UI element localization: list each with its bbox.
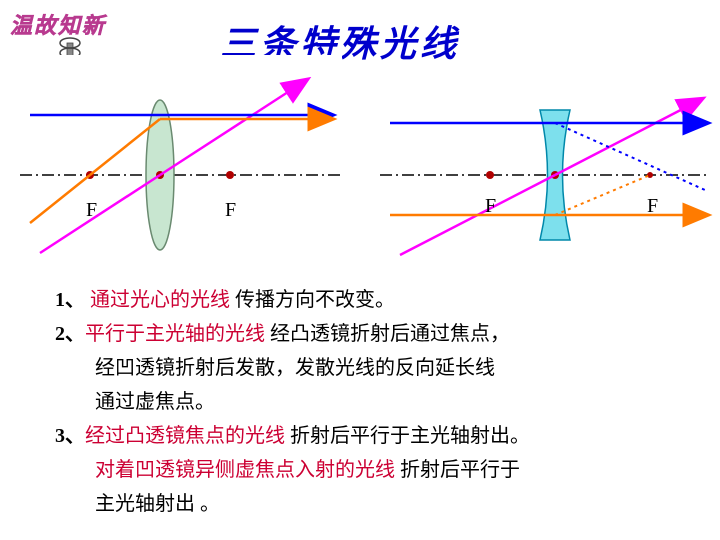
concave-F-right-label: F [647,195,658,218]
rule-3: 3、经过凸透镜焦点的光线 折射后平行于主光轴射出。 [55,421,675,451]
concave-orange-virtual [555,175,650,215]
rule-1: 1、 通过光心的光线 传播方向不改变。 [55,285,675,315]
rule-1-num: 1、 [55,289,85,311]
rule-2-line3: 通过虚焦点。 [55,387,675,417]
concave-magenta-2 [555,100,700,175]
rule-2-rest1: 经凸透镜折射后通过焦点， [265,323,510,345]
rules-text: 1、 通过光心的光线 传播方向不改变。 2、平行于主光轴的光线 经凸透镜折射后通… [55,285,675,523]
convex-F2 [226,171,234,179]
rule-2-highlight: 平行于主光轴的光线 [85,323,265,345]
concave-blue-virtual [555,123,705,190]
rule-3-num: 3、 [55,425,85,447]
rule-2-line2: 经凹透镜折射后发散，发散光线的反向延长线 [55,353,675,383]
rule-2: 2、平行于主光轴的光线 经凸透镜折射后通过焦点， [55,319,675,349]
rule-3-highlight2: 对着凹透镜异侧虚焦点入射的光线 [95,459,395,481]
rule-3-line3: 主光轴射出 。 [55,489,675,519]
rule-3-line2: 对着凹透镜异侧虚焦点入射的光线 折射后平行于 [55,455,675,485]
ray-diagrams [0,55,720,275]
convex-F-right-label: F [225,199,236,222]
rule-1-rest: 传播方向不改变。 [230,289,395,311]
convex-F-left-label: F [86,199,97,222]
rule-1-highlight: 通过光心的光线 [90,289,230,311]
rule-2-num: 2、 [55,323,85,345]
rule-3-rest: 折射后平行于 [395,459,520,481]
concave-F-left-label: F [485,195,496,218]
concave-lens-diagram [380,100,710,255]
concave-F1 [486,171,494,179]
rule-3-mid: 折射后平行于主光轴射出。 [285,425,530,447]
rule-3-highlight1: 经过凸透镜焦点的光线 [85,425,285,447]
